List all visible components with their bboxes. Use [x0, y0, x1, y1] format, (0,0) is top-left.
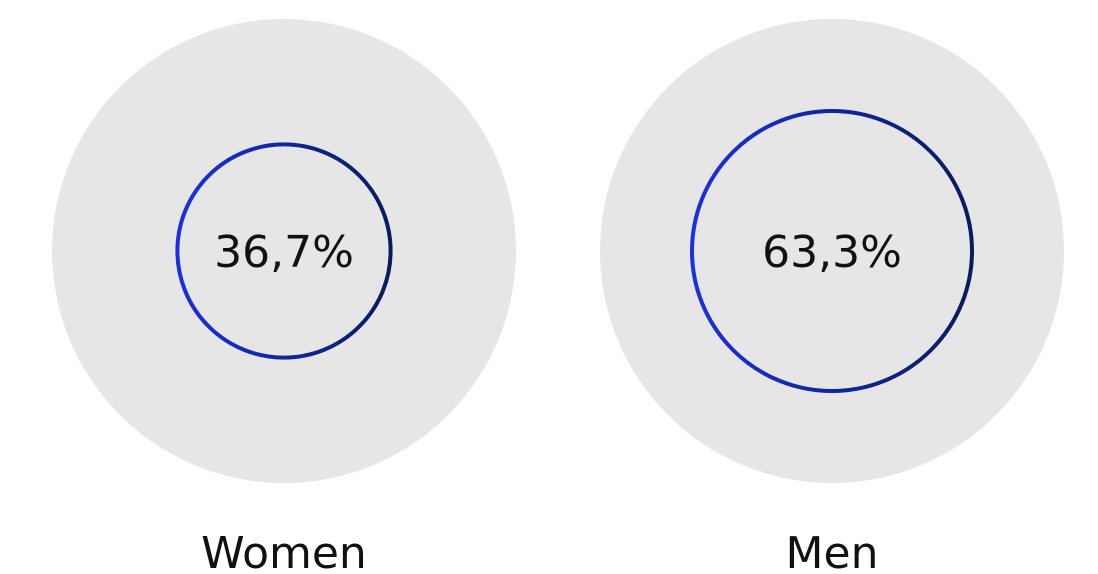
background-circle-women — [52, 19, 516, 483]
circle-group-men: 63,3% Men — [600, 19, 1064, 574]
value-circle-women — [175, 142, 393, 360]
value-label-women: 36,7% — [214, 227, 354, 278]
category-label-women: Women — [201, 528, 367, 574]
background-circle-men — [600, 19, 1064, 483]
category-label-men: Men — [786, 528, 879, 574]
value-circle-men — [690, 109, 974, 393]
value-label-men: 63,3% — [762, 227, 902, 278]
circle-group-women: 36,7% Women — [52, 19, 516, 574]
